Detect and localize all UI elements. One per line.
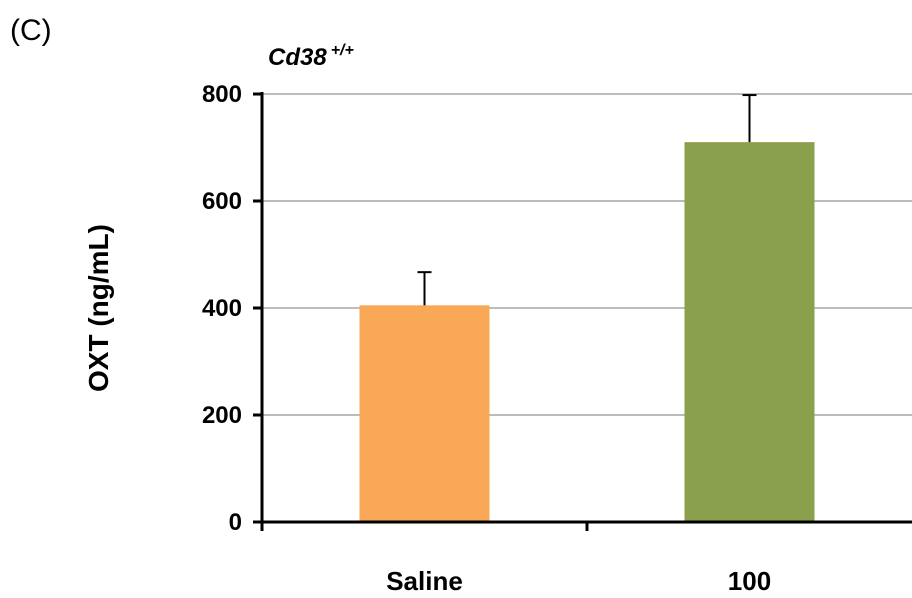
y-tick-label: 200 — [202, 402, 242, 429]
y-tick-label: 600 — [202, 188, 242, 215]
bars — [359, 142, 815, 522]
x-tick-label: 100 — [728, 566, 771, 596]
chart-title: Cd38 +/+ — [268, 42, 354, 71]
panel-label: (C) — [10, 14, 52, 47]
x-tick-labels: Saline 100 — [386, 566, 771, 596]
y-axis-title: OXT (ng/mL) — [83, 224, 114, 392]
bar-saline — [359, 305, 490, 522]
axes — [253, 92, 912, 531]
y-tick-label: 400 — [202, 295, 242, 322]
x-tick-label: Saline — [386, 566, 463, 596]
y-tick-labels: 0 200 400 600 800 — [202, 81, 242, 536]
chart-title-main: Cd38 — [268, 44, 327, 71]
bar-100 — [684, 142, 815, 522]
chart-title-superscript: +/+ — [331, 42, 354, 59]
y-tick-label: 800 — [202, 81, 242, 108]
error-bars — [417, 94, 757, 306]
y-tick-label: 0 — [229, 509, 242, 536]
